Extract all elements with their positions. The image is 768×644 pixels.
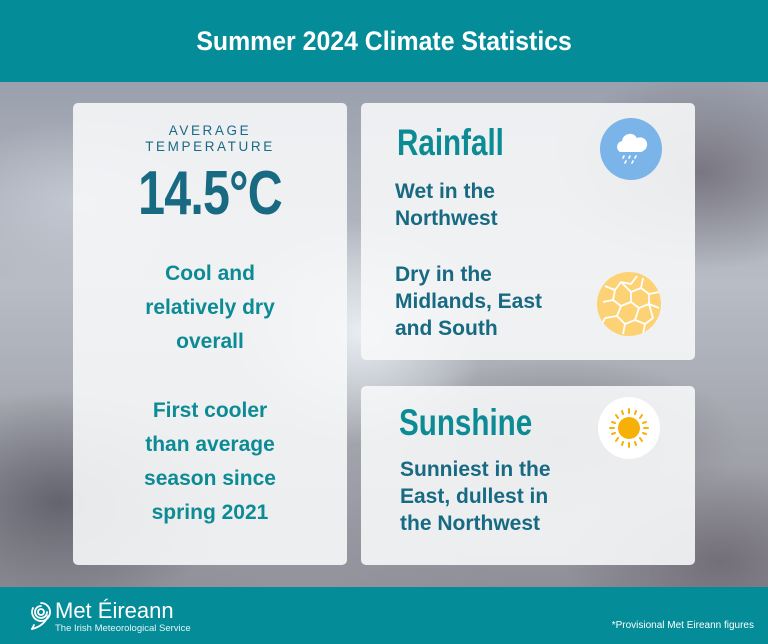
sunshine-title: Sunshine [399, 402, 533, 443]
sunshine-text: Sunniest in the East, dullest in the Nor… [400, 456, 551, 537]
statement-line: than average [145, 433, 275, 456]
label-line: AVERAGE [168, 123, 252, 138]
swirl-logo-icon [31, 602, 51, 630]
sunshine-card: Sunshine Sunniest in the East, dullest i… [361, 386, 695, 565]
summary-statement: Cool and relatively dry overall [73, 257, 347, 359]
wet-region-text: Wet in the Northwest [395, 178, 498, 232]
cracked-dry-earth-icon [597, 272, 661, 336]
title-banner: Summer 2024 Climate Statistics [0, 0, 768, 82]
statement-line: spring 2021 [151, 501, 269, 524]
rainfall-card: Rainfall Wet in the Northwest Dry in the… [361, 103, 695, 360]
rain-cloud-icon [600, 118, 662, 180]
text-line: Northwest [395, 207, 498, 230]
logo-name: Met Éireann [55, 598, 174, 623]
statement-line: season since [144, 467, 276, 490]
statement-line: First cooler [152, 399, 268, 422]
footer-banner: Met Éireann The Irish Meteorological Ser… [0, 587, 768, 644]
dry-region-text: Dry in the Midlands, East and South [395, 261, 542, 342]
temperature-value: 14.5°C [138, 159, 282, 228]
text-line: the Northwest [400, 512, 541, 535]
page-title: Summer 2024 Climate Statistics [196, 25, 572, 56]
text-line: Wet in the [395, 180, 495, 203]
text-line: East, dullest in [400, 485, 549, 508]
statement-line: overall [176, 330, 244, 353]
met-eireann-logo: Met Éireann The Irish Meteorological Ser… [28, 598, 191, 634]
text-line: Midlands, East [395, 290, 543, 313]
season-comparison-statement: First cooler than average season since s… [73, 394, 347, 530]
rainfall-title: Rainfall [397, 122, 504, 163]
text-line: and South [395, 317, 498, 340]
average-temperature-label: AVERAGE TEMPERATURE [73, 123, 347, 155]
logo-tagline: The Irish Meteorological Service [55, 623, 191, 634]
temperature-card: AVERAGE TEMPERATURE 14.5°C Cool and rela… [73, 103, 347, 565]
text-line: Dry in the [395, 263, 492, 286]
statement-line: Cool and [165, 262, 255, 285]
statement-line: relatively dry [145, 296, 275, 319]
label-line: TEMPERATURE [145, 139, 275, 154]
sun-icon [598, 397, 660, 459]
text-line: Sunniest in the [400, 458, 551, 481]
provisional-footnote: *Provisional Met Eireann figures [611, 620, 754, 631]
